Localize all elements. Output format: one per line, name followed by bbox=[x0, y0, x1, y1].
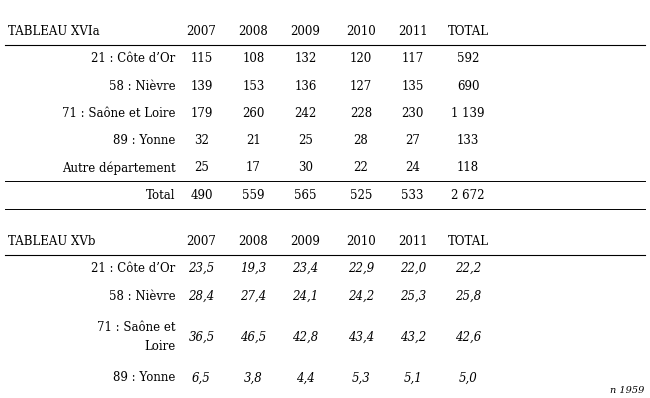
Text: 22,9: 22,9 bbox=[348, 262, 374, 275]
Text: 32: 32 bbox=[194, 134, 209, 147]
Text: 22,2: 22,2 bbox=[455, 262, 481, 275]
Text: TABLEAU XVIa: TABLEAU XVIa bbox=[8, 25, 100, 38]
Text: 25: 25 bbox=[298, 134, 313, 147]
Text: 42,8: 42,8 bbox=[292, 330, 318, 343]
Text: 6,5: 6,5 bbox=[192, 371, 211, 384]
Text: 525: 525 bbox=[350, 189, 372, 202]
Text: 2008: 2008 bbox=[239, 25, 268, 38]
Text: 2009: 2009 bbox=[291, 235, 320, 248]
Text: 36,5: 36,5 bbox=[188, 330, 215, 343]
Text: 19,3: 19,3 bbox=[240, 262, 266, 275]
Text: 27: 27 bbox=[406, 134, 420, 147]
Text: 25: 25 bbox=[194, 161, 209, 174]
Text: 115: 115 bbox=[190, 52, 213, 65]
Text: 17: 17 bbox=[246, 161, 261, 174]
Text: 21 : Côte d’Or: 21 : Côte d’Or bbox=[91, 52, 176, 65]
Text: 43,2: 43,2 bbox=[400, 330, 426, 343]
Text: n 1959: n 1959 bbox=[610, 386, 645, 395]
Text: 108: 108 bbox=[242, 52, 265, 65]
Text: TOTAL: TOTAL bbox=[447, 25, 489, 38]
Text: 136: 136 bbox=[294, 80, 317, 93]
Text: 153: 153 bbox=[242, 80, 265, 93]
Text: 242: 242 bbox=[294, 107, 317, 120]
Text: 690: 690 bbox=[457, 80, 479, 93]
Text: 565: 565 bbox=[294, 189, 317, 202]
Text: 5,0: 5,0 bbox=[459, 371, 477, 384]
Text: 2009: 2009 bbox=[291, 25, 320, 38]
Text: 58 : Nièvre: 58 : Nièvre bbox=[109, 289, 176, 302]
Text: 2008: 2008 bbox=[239, 235, 268, 248]
Text: 89 : Yonne: 89 : Yonne bbox=[113, 134, 176, 147]
Text: TABLEAU XVb: TABLEAU XVb bbox=[8, 235, 96, 248]
Text: Loire: Loire bbox=[144, 340, 176, 353]
Text: 3,8: 3,8 bbox=[244, 371, 263, 384]
Text: 139: 139 bbox=[190, 80, 213, 93]
Text: 2010: 2010 bbox=[346, 25, 376, 38]
Text: 559: 559 bbox=[242, 189, 265, 202]
Text: 179: 179 bbox=[190, 107, 213, 120]
Text: 28: 28 bbox=[354, 134, 368, 147]
Text: 5,3: 5,3 bbox=[352, 371, 370, 384]
Text: 23,5: 23,5 bbox=[188, 262, 215, 275]
Text: 592: 592 bbox=[457, 52, 479, 65]
Text: 89 : Yonne: 89 : Yonne bbox=[113, 371, 176, 384]
Text: 260: 260 bbox=[242, 107, 265, 120]
Text: 21 : Côte d’Or: 21 : Côte d’Or bbox=[91, 262, 176, 275]
Text: 30: 30 bbox=[298, 161, 313, 174]
Text: 127: 127 bbox=[350, 80, 372, 93]
Text: 2 672: 2 672 bbox=[451, 189, 485, 202]
Text: 27,4: 27,4 bbox=[240, 289, 266, 302]
Text: 24,2: 24,2 bbox=[348, 289, 374, 302]
Text: 46,5: 46,5 bbox=[240, 330, 266, 343]
Text: Autre département: Autre département bbox=[62, 161, 176, 175]
Text: 2010: 2010 bbox=[346, 235, 376, 248]
Text: 21: 21 bbox=[246, 134, 261, 147]
Text: 2011: 2011 bbox=[398, 25, 428, 38]
Text: 23,4: 23,4 bbox=[292, 262, 318, 275]
Text: 71 : Saône et: 71 : Saône et bbox=[97, 321, 176, 334]
Text: 490: 490 bbox=[190, 189, 213, 202]
Text: 533: 533 bbox=[402, 189, 424, 202]
Text: TOTAL: TOTAL bbox=[447, 235, 489, 248]
Text: 133: 133 bbox=[457, 134, 479, 147]
Text: 43,4: 43,4 bbox=[348, 330, 374, 343]
Text: 25,8: 25,8 bbox=[455, 289, 481, 302]
Text: 135: 135 bbox=[402, 80, 424, 93]
Text: 120: 120 bbox=[350, 52, 372, 65]
Text: 5,1: 5,1 bbox=[404, 371, 422, 384]
Text: 42,6: 42,6 bbox=[455, 330, 481, 343]
Text: 71 : Saône et Loire: 71 : Saône et Loire bbox=[62, 107, 176, 120]
Text: 1 139: 1 139 bbox=[451, 107, 485, 120]
Text: 2011: 2011 bbox=[398, 235, 428, 248]
Text: 118: 118 bbox=[457, 161, 479, 174]
Text: 230: 230 bbox=[402, 107, 424, 120]
Text: 22: 22 bbox=[354, 161, 368, 174]
Text: Total: Total bbox=[146, 189, 176, 202]
Text: 4,4: 4,4 bbox=[296, 371, 315, 384]
Text: 117: 117 bbox=[402, 52, 424, 65]
Text: 228: 228 bbox=[350, 107, 372, 120]
Text: 22,0: 22,0 bbox=[400, 262, 426, 275]
Text: 58 : Nièvre: 58 : Nièvre bbox=[109, 80, 176, 93]
Text: 24: 24 bbox=[406, 161, 420, 174]
Text: 28,4: 28,4 bbox=[188, 289, 215, 302]
Text: 25,3: 25,3 bbox=[400, 289, 426, 302]
Text: 24,1: 24,1 bbox=[292, 289, 318, 302]
Text: 2007: 2007 bbox=[187, 25, 216, 38]
Text: 132: 132 bbox=[294, 52, 317, 65]
Text: 2007: 2007 bbox=[187, 235, 216, 248]
